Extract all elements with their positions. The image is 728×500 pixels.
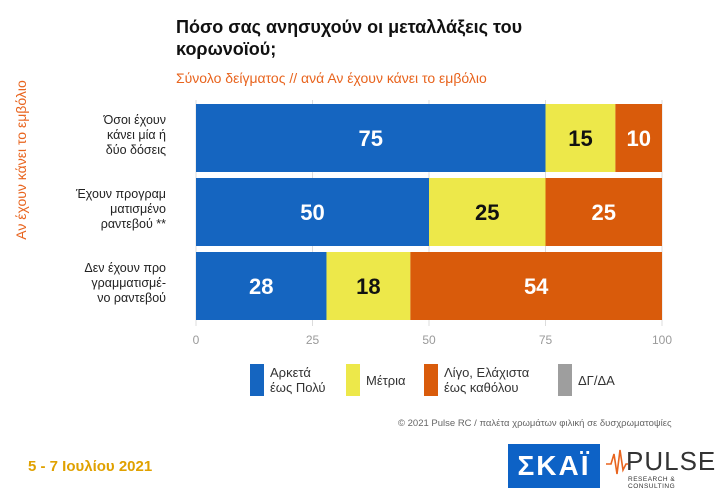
legend-swatch <box>424 364 438 396</box>
bar-segment <box>545 178 662 246</box>
bar-segment <box>615 104 662 172</box>
legend-item: ΔΓ/ΔΑ <box>558 362 615 398</box>
bar-value-label: 54 <box>524 274 549 299</box>
legend-swatch <box>346 364 360 396</box>
bar-value-label: 25 <box>475 200 499 225</box>
x-tick-label: 75 <box>539 333 553 347</box>
pulse-logo: PULSE RESEARCH & CONSULTING <box>606 446 717 490</box>
chart-title: Πόσο σας ανησυχούν οι μεταλλάξεις του κο… <box>176 17 523 59</box>
skai-logo: ΣΚΑΪ <box>508 444 600 488</box>
legend-item: Αρκετά έως Πολύ <box>250 362 326 398</box>
legend-swatch <box>558 364 572 396</box>
category-label: Όσοι έχουν κάνει μία ή δύο δόσεις <box>103 113 166 157</box>
legend-item: Λίγο, Ελάχιστα έως καθόλου <box>424 362 529 398</box>
pulse-logo-sub: RESEARCH & CONSULTING <box>628 476 676 490</box>
survey-date: 5 - 7 Ιουλίου 2021 <box>28 458 153 475</box>
pulse-wave-icon <box>606 449 628 475</box>
legend-label: Λίγο, Ελάχιστα έως καθόλου <box>444 365 530 395</box>
legend-label: Αρκετά έως Πολύ <box>270 365 326 395</box>
bar-value-label: 18 <box>356 274 380 299</box>
x-tick-label: 25 <box>306 333 320 347</box>
legend-label: Μέτρια <box>366 372 406 388</box>
bar-value-label: 15 <box>568 126 592 151</box>
bar-value-label: 25 <box>592 200 616 225</box>
bar-value-label: 50 <box>300 200 324 225</box>
x-tick-label: 0 <box>193 333 200 347</box>
chart-subtitle: Σύνολο δείγματος // ανά Αν έχουν κάνει τ… <box>176 70 487 86</box>
x-tick-label: 100 <box>652 333 672 347</box>
legend-swatch <box>250 364 264 396</box>
bar-value-label: 10 <box>626 126 650 151</box>
bar-segment <box>429 178 546 246</box>
bar-segment <box>326 252 411 320</box>
bar-segment <box>545 104 616 172</box>
bar-segment <box>196 104 546 172</box>
legend-item: Μέτρια <box>346 362 406 398</box>
bar-segment <box>196 178 429 246</box>
category-label: Δεν έχουν προ γραμματισμέ-νο ραντεβού <box>84 261 166 305</box>
x-tick-label: 50 <box>422 333 436 347</box>
legend: Αρκετά έως Πολύ Μέτρια Λίγο, Ελάχιστα έως κα… <box>250 362 630 398</box>
pulse-logo-word: PULSE <box>626 446 717 476</box>
bar-segment <box>196 252 327 320</box>
bar-value-label: 75 <box>359 126 383 151</box>
bar-value-label: 28 <box>249 274 273 299</box>
stacked-bar-chart: 0 25 50 75 100 Όσοι έχουν κάνει μία ή δύο δόσει… <box>75 100 672 347</box>
bar-segment <box>410 252 662 320</box>
legend-label: ΔΓ/ΔΑ <box>578 372 615 388</box>
footer-note: © 2021 Pulse RC / παλέτα χρωμάτων φιλική… <box>398 418 672 429</box>
category-label: Έχουν προγραμ ματισμένο ραντεβού ** <box>75 187 166 231</box>
